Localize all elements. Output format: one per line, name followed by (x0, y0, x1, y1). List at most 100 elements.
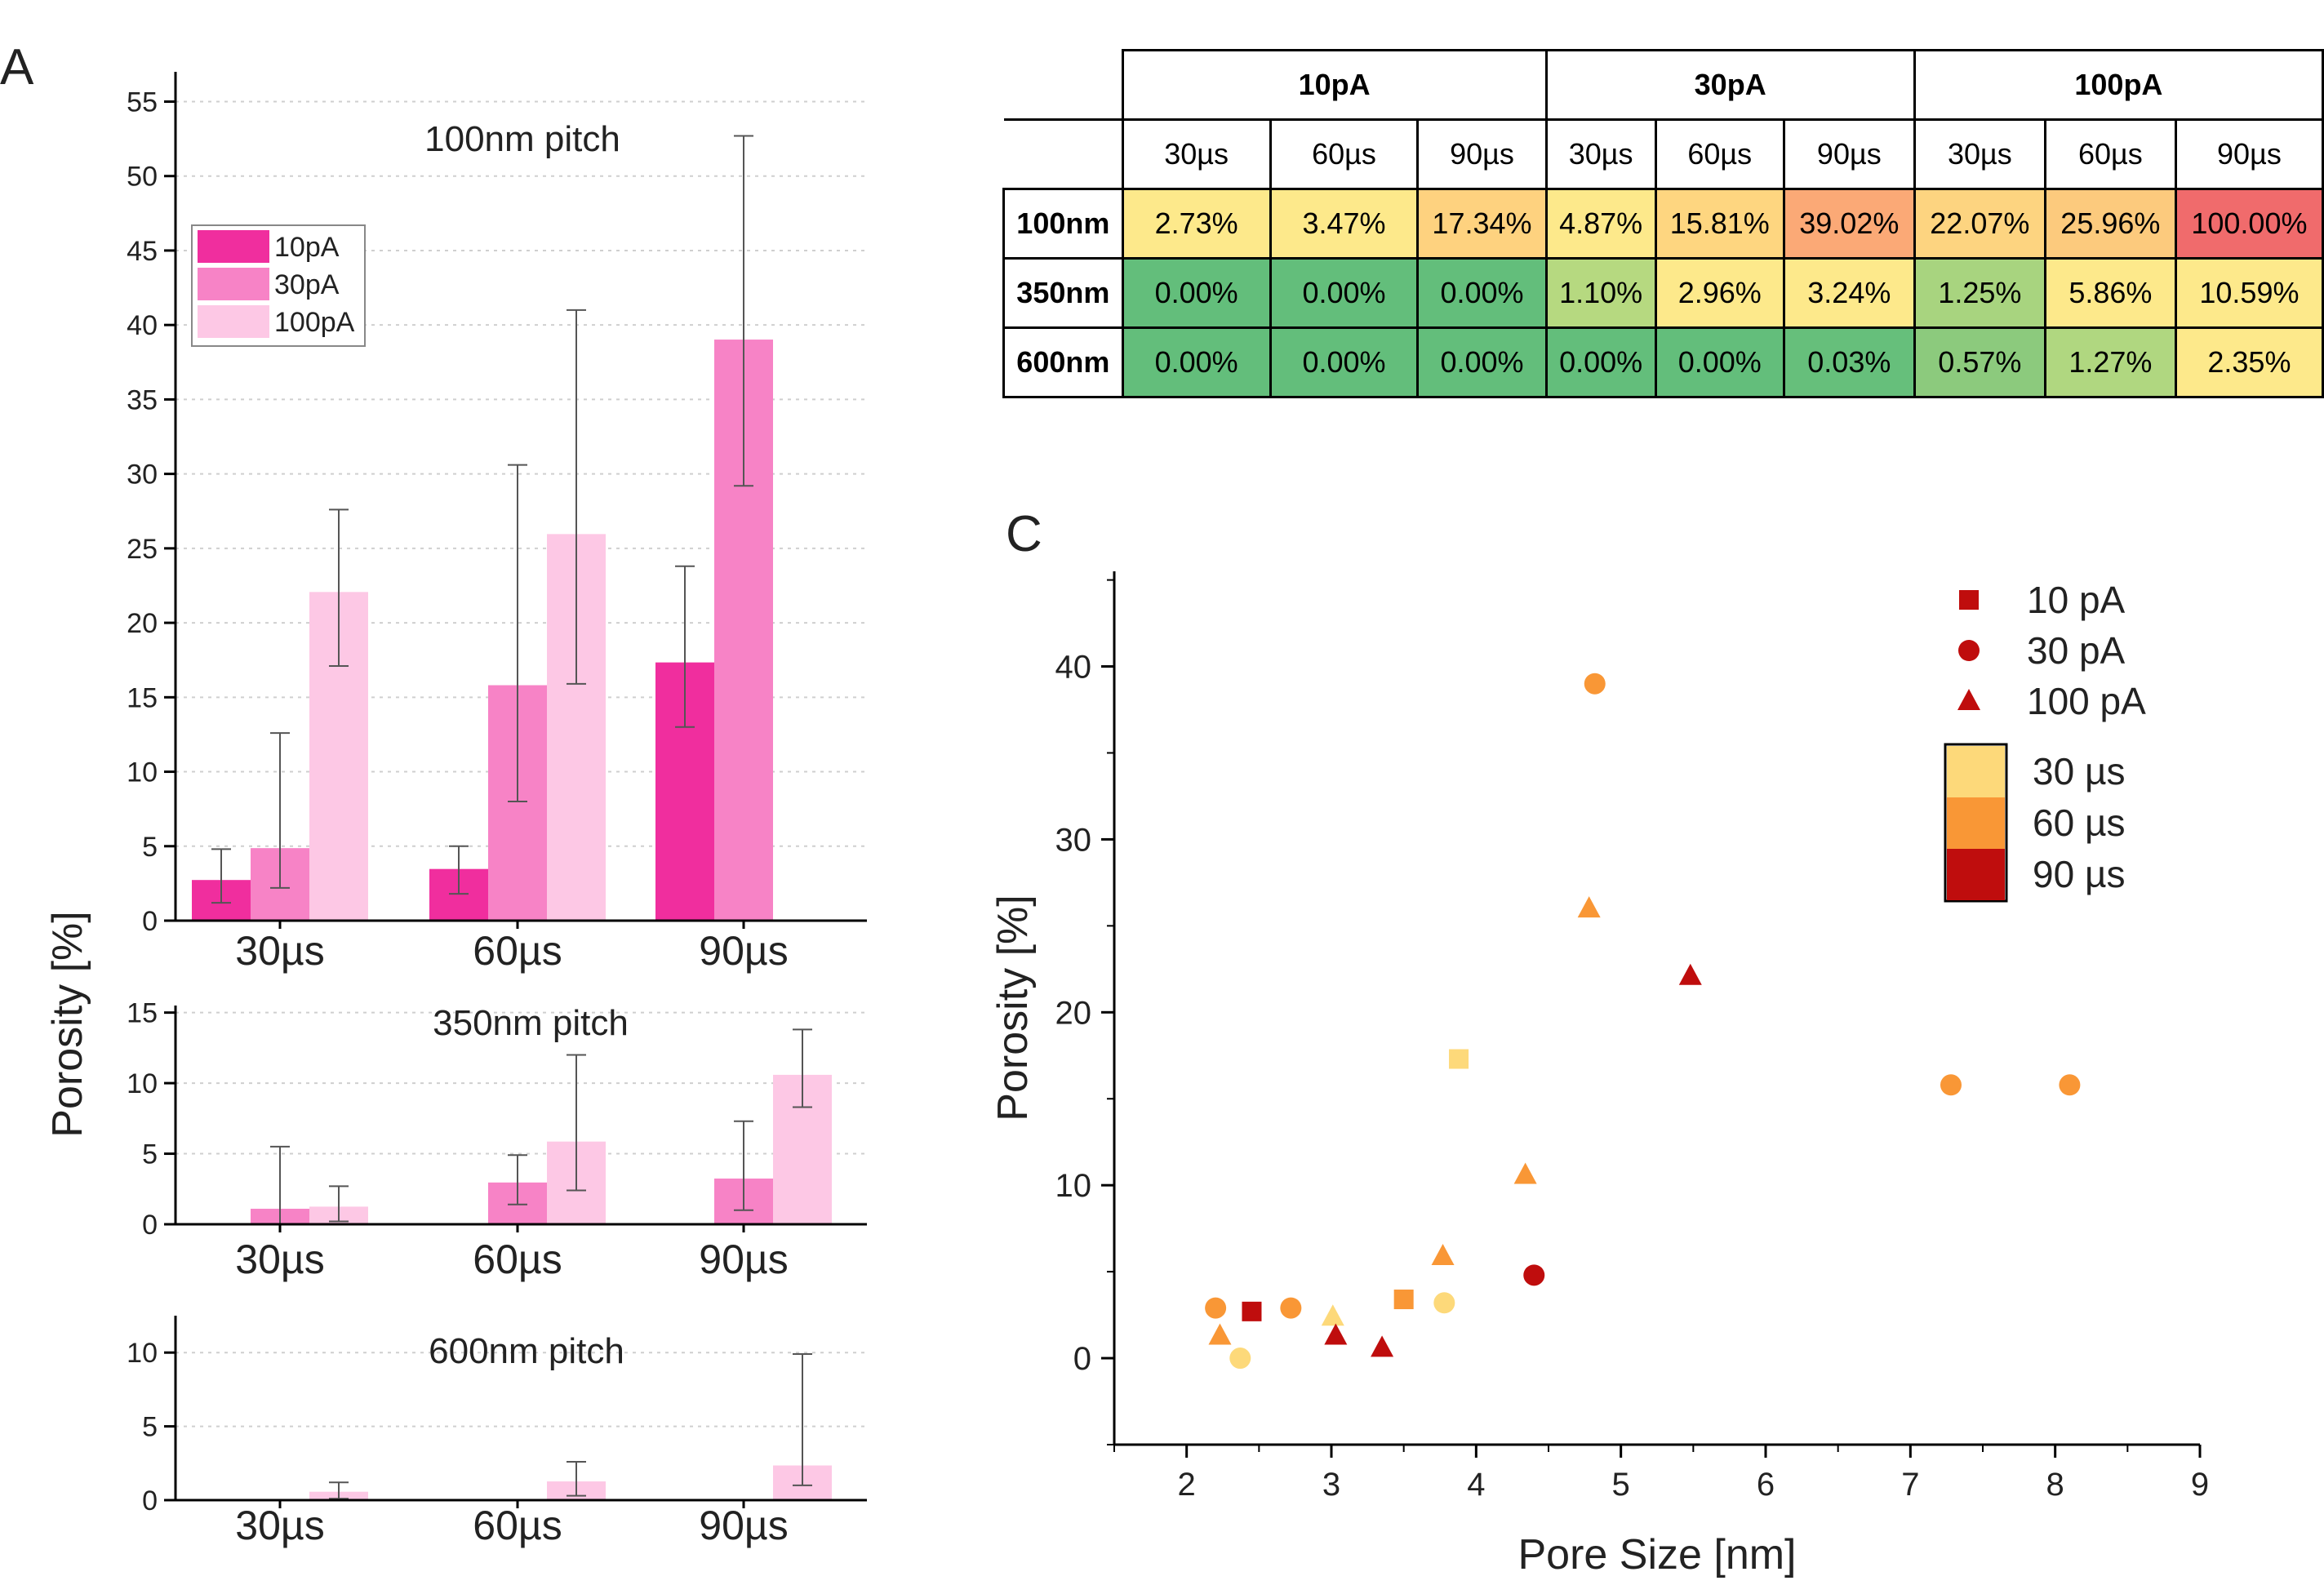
data-point (1242, 1301, 1262, 1321)
table-cell: 0.00% (1269, 326, 1420, 398)
table-header-time: 60µs (1654, 118, 1785, 190)
table-header-current-row: 10pA 30pA 100pA (1003, 49, 2324, 121)
table-cell: 2.73% (1121, 188, 1272, 260)
table-header-time: 30µs (1121, 118, 1272, 190)
table-header-current: 100pA (1913, 49, 2324, 121)
x-tick-label: 2 (1178, 1467, 1196, 1503)
x-tick-label: 3 (1322, 1467, 1340, 1503)
x-tick-label: 90µs (699, 1237, 788, 1282)
table-cell: 0.00% (1269, 257, 1420, 329)
legend-label: 10pA (274, 232, 340, 263)
table-cell: 2.96% (1654, 257, 1785, 329)
data-point (1513, 1162, 1537, 1184)
legend-swatch (198, 230, 269, 263)
table-cell: 1.27% (2043, 326, 2177, 398)
table-cell: 25.96% (2043, 188, 2177, 260)
y-tick-label: 5 (142, 832, 158, 863)
bar-chart-600nm-pitch: 0 5 10 30µs 60µs 90µs 600nm pitch (127, 1316, 867, 1548)
table-cell: 0.00% (1121, 326, 1272, 398)
table-header-time: 60µs (2043, 118, 2177, 190)
table-header-time: 90µs (1416, 118, 1548, 190)
table-cell: 17.34% (1416, 188, 1548, 260)
x-tick-label: 8 (2046, 1467, 2064, 1503)
table-row: 350nm 0.00% 0.00% 0.00% 1.10% 2.96% 3.24… (1002, 257, 2324, 329)
panel-label-a: A (0, 39, 34, 95)
bar-chart-350nm-pitch: 0 5 10 15 30µs 60µs 90µs 350nm pitch (127, 998, 867, 1282)
y-tick-label: 20 (127, 608, 158, 639)
data-point (1393, 1290, 1414, 1310)
y-tick-label: 40 (1055, 650, 1092, 686)
table-row: 100nm 2.73% 3.47% 17.34% 4.87% 15.81% 39… (1002, 188, 2324, 260)
data-point (1229, 1348, 1251, 1370)
y-tick-label: 10 (127, 1338, 158, 1369)
y-tick-label: 40 (127, 310, 158, 341)
table-header-time: 30µs (1913, 118, 2046, 190)
legend-marker (1957, 689, 1980, 710)
y-tick-label: 30 (127, 460, 158, 491)
data-point (2059, 1074, 2081, 1096)
y-tick-label: 10 (127, 757, 158, 788)
x-tick-label: 9 (2191, 1467, 2209, 1503)
legend-label: 30 pA (2027, 629, 2126, 672)
table-cell: 100.00% (2174, 188, 2324, 260)
chart-title: 100nm pitch (424, 119, 620, 159)
data-point (1433, 1292, 1455, 1314)
y-tick-label: 10 (127, 1068, 158, 1099)
table-cell: 1.10% (1544, 257, 1657, 329)
x-tick-label: 4 (1467, 1467, 1485, 1503)
legend-swatch (1947, 849, 2005, 900)
table-row-label: 100nm (1002, 188, 1124, 260)
x-tick-label: 5 (1612, 1467, 1630, 1503)
table-cell: 1.25% (1913, 257, 2046, 329)
table-header-current: 10pA (1121, 49, 1548, 121)
table-cell: 4.87% (1544, 188, 1657, 260)
table-cell: 15.81% (1654, 188, 1785, 260)
table-corner-cell (1003, 119, 1124, 190)
y-tick-label: 0 (142, 1210, 158, 1241)
y-tick-label: 20 (1055, 995, 1092, 1031)
legend-label: 100 pA (2027, 680, 2146, 722)
x-tick-label: 30µs (235, 1503, 324, 1548)
table-cell: 3.24% (1782, 257, 1916, 329)
data-point (1678, 963, 1702, 985)
legend-label: 10 pA (2027, 579, 2126, 621)
y-tick-label: 30 (1055, 822, 1092, 858)
legend-swatch (1947, 746, 2005, 797)
legend-label: 90 µs (2033, 853, 2125, 895)
table-cell: 0.00% (1121, 257, 1272, 329)
x-tick-label: 7 (1901, 1467, 1919, 1503)
table-header-time: 30µs (1544, 118, 1657, 190)
legend-marker (1958, 640, 1980, 661)
table-cell: 0.03% (1782, 326, 1916, 398)
legend-swatch (1947, 797, 2005, 849)
table-header-current: 30pA (1544, 49, 1916, 121)
table-cell: 39.02% (1782, 188, 1916, 260)
y-tick-label: 0 (1073, 1341, 1091, 1377)
data-point (1431, 1244, 1455, 1266)
table-cell: 0.57% (1913, 326, 2046, 398)
legend-marker (1959, 590, 1979, 610)
table-row-label: 600nm (1002, 326, 1124, 398)
legend-swatch (198, 305, 269, 338)
table-cell: 22.07% (1913, 188, 2046, 260)
table-cell: 0.00% (1416, 326, 1548, 398)
y-tick-label: 5 (142, 1139, 158, 1170)
data-point (1321, 1304, 1344, 1326)
x-tick-label: 60µs (473, 1237, 562, 1282)
y-tick-label: 25 (127, 534, 158, 565)
x-tick-label: 90µs (699, 1503, 788, 1548)
y-tick-label: 55 (127, 87, 158, 118)
scatter-chart-pore-size: 2 3 4 5 6 7 8 9 0 10 20 30 40 Pore Size [nm] Porosity … (989, 571, 2209, 1578)
x-axis-label: Pore Size [nm] (1517, 1531, 1796, 1578)
table-corner-cell (1003, 50, 1124, 121)
x-tick-label: 60µs (473, 1503, 562, 1548)
table-row: 600nm 0.00% 0.00% 0.00% 0.00% 0.00% 0.03… (1002, 326, 2324, 398)
legend-label: 30 µs (2033, 750, 2125, 793)
y-axis-label: Porosity [%] (44, 911, 91, 1137)
x-tick-label: 30µs (235, 1237, 324, 1282)
data-point (1449, 1049, 1469, 1069)
y-tick-label: 0 (142, 1485, 158, 1516)
x-tick-label: 60µs (473, 928, 562, 974)
bar-chart-100nm-pitch: 0 5 10 15 20 25 30 35 40 45 50 55 30µs 60µs 90µs 100nm … (44, 72, 867, 1138)
table-header-time: 60µs (1269, 118, 1420, 190)
